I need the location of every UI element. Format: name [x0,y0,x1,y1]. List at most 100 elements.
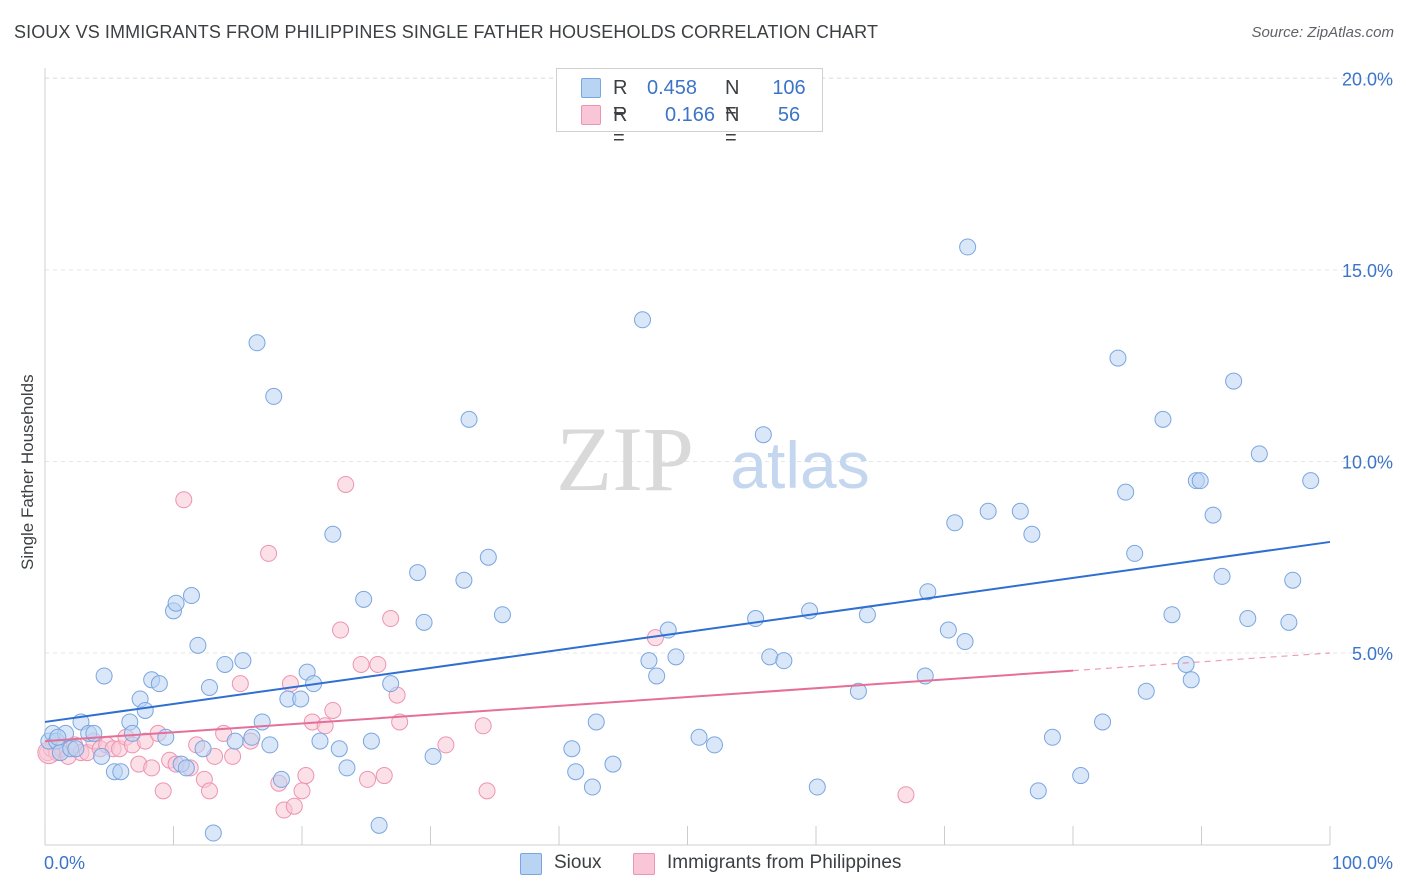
data-point-sioux [272,770,290,788]
data-point-sioux [640,652,658,670]
watermark-atlas: atlas [730,428,869,502]
data-point-sioux [248,334,266,352]
data-point-sioux [946,514,964,532]
data-point-sioux [959,238,977,256]
data-point-sioux [1250,445,1268,463]
data-point-sioux [123,724,141,742]
data-point-philippines [175,491,193,509]
data-point-sioux [1126,544,1144,562]
data-point-sioux [563,740,581,758]
chart-title: SIOUX VS IMMIGRANTS FROM PHILIPPINES SIN… [14,22,879,42]
data-point-sioux [243,728,261,746]
bottom-legend-label-philippines: Immigrants from Philippines [667,852,902,873]
data-point-sioux [1011,502,1029,520]
data-point-sioux [587,713,605,731]
data-point-sioux [409,564,427,582]
data-point-philippines [200,782,218,800]
data-point-sioux [1284,571,1302,589]
y-axis-label: Single Father Households [18,374,37,570]
data-point-sioux [382,675,400,693]
data-point-sioux [690,728,708,746]
legend-n-label: N = [725,104,740,149]
data-point-sioux [189,636,207,654]
data-point-sioux [1213,567,1231,585]
data-point-sioux [1154,410,1172,428]
data-point-sioux [979,502,997,520]
data-point-sioux [754,426,772,444]
legend-r-label: R = [613,77,628,122]
legend-r-label: R = [613,104,628,149]
data-point-sioux [355,590,373,608]
data-point-sioux [1239,610,1257,628]
legend-r-value-sioux: 0.458 [647,77,698,99]
data-point-sioux [95,667,113,685]
data-point-philippines [369,655,387,673]
data-point-sioux [1023,525,1041,543]
data-point-sioux [226,732,244,750]
data-point-sioux [200,678,218,696]
axes [44,68,1331,846]
data-point-sioux [667,648,685,666]
trend-line-philippines [44,669,1074,743]
trend-line-sioux [44,540,1331,723]
data-point-sioux [370,816,388,834]
data-point-sioux [1302,472,1320,490]
data-point-sioux [1182,671,1200,689]
data-point-sioux [415,613,433,631]
data-point-sioux [1191,472,1209,490]
grid-lines [45,77,1390,654]
data-point-sioux [216,655,234,673]
data-point-sioux [112,763,130,781]
data-point-sioux [424,747,442,765]
legend-n-value-sioux: 106 [772,77,806,99]
x-tick-label-max: 100.0% [1332,853,1393,873]
data-point-sioux [311,732,329,750]
data-point-sioux [292,690,310,708]
data-point-philippines [260,544,278,562]
legend-swatch-philippines [581,105,601,125]
data-point-sioux [1094,713,1112,731]
bottom-legend-swatch-philippines [633,853,655,875]
legend-r-value-philippines: 0.166 [665,104,716,126]
data-point-philippines [474,717,492,735]
data-point-sioux [1163,606,1181,624]
bottom-legend-label-sioux: Sioux [554,852,602,873]
data-point-sioux [49,728,67,746]
data-point-sioux [93,747,111,765]
data-point-sioux [761,648,779,666]
data-point-philippines [478,782,496,800]
data-point-sioux [858,606,876,624]
data-point-philippines [293,782,311,800]
data-point-sioux [479,548,497,566]
data-point-sioux [67,740,85,758]
data-point-sioux [1043,728,1061,746]
data-point-sioux [455,571,473,589]
data-point-sioux [265,387,283,405]
data-point-philippines [352,655,370,673]
data-point-philippines [437,736,455,754]
data-point-sioux [493,606,511,624]
data-point-sioux [808,778,826,796]
data-point-sioux [182,587,200,605]
data-point-sioux [919,583,937,601]
data-point-philippines [316,717,334,735]
data-point-sioux [1204,506,1222,524]
data-point-philippines [231,675,249,693]
data-point-sioux [1117,483,1135,501]
data-point-sioux [1072,767,1090,785]
data-point-philippines [154,782,172,800]
data-point-sioux [1029,782,1047,800]
data-point-philippines [332,621,350,639]
data-point-sioux [167,594,185,612]
data-point-sioux [261,736,279,754]
data-point-sioux [234,652,252,670]
data-point-sioux [177,759,195,777]
data-point-sioux [460,410,478,428]
legend-n-value-philippines: 56 [777,104,801,126]
watermark-zip: ZIP [556,408,694,510]
data-point-sioux [1280,613,1298,631]
bottom-legend-swatch-sioux [520,853,542,875]
y-tick-label: 10.0% [1342,453,1393,473]
data-point-sioux [338,759,356,777]
data-point-sioux [204,824,222,842]
